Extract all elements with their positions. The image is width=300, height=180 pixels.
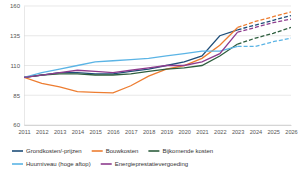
x-tick-label: 2011 [18, 129, 30, 135]
x-tick-label: 2025 [267, 129, 279, 135]
legend-swatch [92, 150, 103, 152]
legend: Grondkosten/-prijzen Bouwkosten Bijkomende… [12, 148, 213, 167]
series-line [238, 16, 291, 30]
x-tick: 2019 [161, 125, 173, 135]
x-tick-label: 2015 [89, 129, 101, 135]
x-tick-label: 2024 [250, 129, 262, 135]
legend-swatch [148, 150, 159, 152]
legend-swatch [12, 150, 23, 152]
grid-line [24, 125, 291, 126]
y-tick-label: 60 [13, 122, 20, 128]
legend-label: Energieprestatievergoeding [115, 161, 188, 167]
y-tick: 135 [10, 33, 24, 39]
x-tick: 2023 [232, 125, 244, 135]
grid-line [24, 6, 291, 7]
grid-line [24, 35, 291, 36]
plot: 6085110135160201120122013201420152016201… [10, 3, 298, 135]
y-tick-label: 135 [10, 33, 21, 39]
y-tick-label: 110 [10, 63, 20, 69]
legend-label: Bouwkosten [106, 148, 139, 154]
x-tick-label: 2018 [143, 129, 155, 135]
x-tick: 2018 [143, 125, 155, 135]
grid-line [24, 95, 291, 96]
legend-label: Grondkosten/-prijzen [26, 148, 82, 154]
x-tick-label: 2017 [125, 129, 137, 135]
y-tick: 110 [10, 63, 24, 69]
x-tick-label: 2019 [161, 129, 173, 135]
grid-line [24, 65, 291, 66]
series-line [238, 38, 291, 46]
legend-item: Huurniveau (hoge aftop) [12, 161, 91, 167]
x-tick: 2020 [178, 125, 190, 135]
x-tick: 2015 [89, 125, 101, 135]
x-tick: 2025 [267, 125, 279, 135]
x-tick: 2017 [125, 125, 137, 135]
chart: 6085110135160201120122013201420152016201… [0, 0, 300, 180]
y-tick: 160 [10, 3, 24, 9]
legend-item: Energieprestatievergoeding [101, 161, 188, 167]
x-tick: 2024 [250, 125, 262, 135]
lines [24, 12, 291, 93]
x-tick-label: 2013 [54, 129, 66, 135]
legend-label: Huurniveau (hoge aftop) [26, 161, 91, 167]
legend-item: Bouwkosten [92, 148, 139, 154]
x-tick: 2016 [107, 125, 119, 135]
series-line [24, 32, 238, 77]
x-tick-label: 2026 [285, 129, 297, 135]
legend-swatch [101, 163, 112, 165]
x-tick-label: 2021 [196, 129, 208, 135]
y-tick-label: 85 [13, 93, 20, 99]
x-tick: 2014 [72, 125, 84, 135]
x-tick: 2022 [214, 125, 226, 135]
y-tick-label: 160 [10, 3, 21, 9]
x-tick: 2013 [54, 125, 66, 135]
x-tick: 2021 [196, 125, 208, 135]
y-axis-line [24, 7, 25, 126]
x-tick-label: 2020 [178, 129, 190, 135]
series-line [24, 27, 238, 92]
x-tick-label: 2016 [107, 129, 119, 135]
x-tick-label: 2023 [232, 129, 244, 135]
x-axis-line [25, 125, 292, 126]
x-tick: 2026 [285, 125, 297, 135]
x-tick-label: 2022 [214, 129, 226, 135]
x-tick-label: 2012 [36, 129, 48, 135]
series-line [238, 19, 291, 32]
legend-label: Bijkomende kosten [162, 148, 213, 154]
legend-item: Grondkosten/-prijzen [12, 148, 82, 154]
x-tick-label: 2014 [72, 129, 84, 135]
x-tick: 2012 [36, 125, 48, 135]
series-line [24, 30, 238, 78]
legend-item: Bijkomende kosten [148, 148, 213, 154]
y-axis: 60 85 110 135 160 [10, 3, 25, 128]
y-tick: 60 [13, 122, 24, 128]
x-tick: 2011 [18, 125, 30, 135]
x-axis: 2011 2012 2013 2014 2015 2016 2017 2018 2019 2020… [18, 125, 297, 135]
grid [24, 6, 291, 125]
legend-swatch [12, 163, 23, 165]
y-tick: 85 [13, 93, 24, 99]
